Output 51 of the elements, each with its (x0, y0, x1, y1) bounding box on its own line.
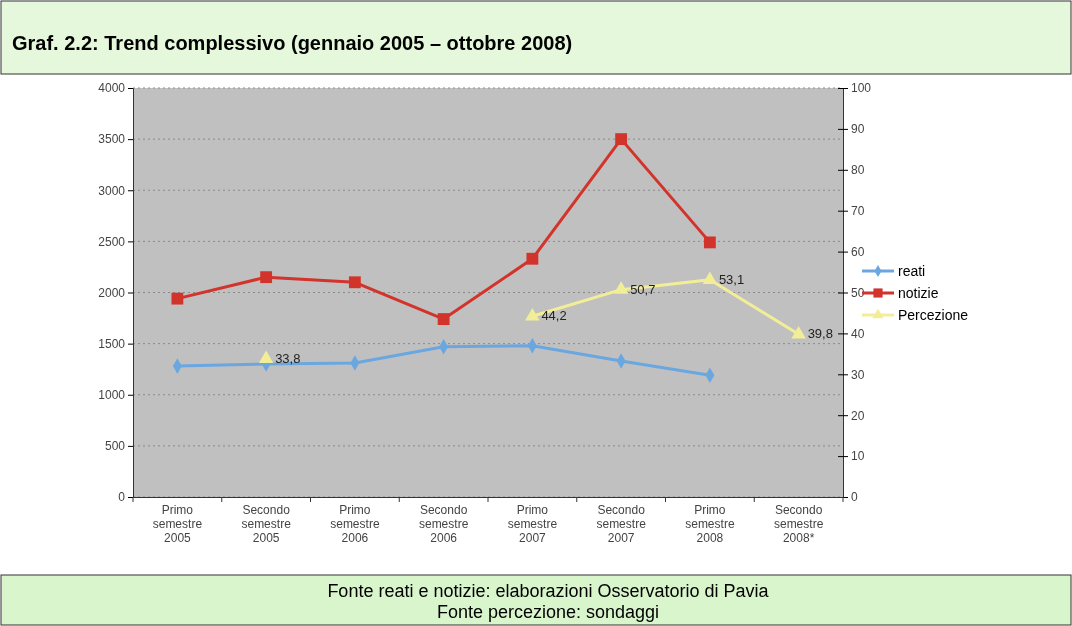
legend-label: reati (898, 263, 926, 279)
point (615, 133, 628, 146)
y2-tick-label: 70 (851, 204, 865, 219)
y2-tick-label: 100 (851, 81, 872, 96)
point (702, 271, 718, 284)
x-tick-label: Primo semestre 2007 (507, 503, 558, 545)
x-tick-label: Secondo semestre 2005 (241, 503, 292, 545)
y-tick-label: 2000 (98, 285, 126, 300)
x-tick-label: Primo semestre 2005 (152, 503, 203, 545)
point (791, 325, 806, 339)
point (525, 307, 540, 321)
legend-label: Percezione (898, 307, 969, 323)
point (526, 252, 539, 265)
y-tick-label: 1000 (98, 388, 126, 403)
y2-tick-label: 50 (851, 285, 865, 300)
point (703, 236, 716, 249)
chart-title: Graf. 2.2: Trend complessivo (gennaio 2005 – ottobre 2008) (12, 32, 573, 54)
y2-tick-label: 0 (851, 490, 858, 505)
data-label: 50,7 (630, 281, 656, 297)
y-tick-label: 1500 (98, 336, 126, 351)
y2-tick-label: 60 (851, 244, 865, 259)
y2-tick-label: 40 (851, 326, 865, 341)
point (171, 292, 184, 305)
x-tick-label: Primo semestre 2006 (330, 503, 380, 545)
x-tick-label: Primo semestre 2008 (685, 503, 735, 545)
data-label: 53,1 (718, 271, 745, 287)
data-label: 39,8 (807, 326, 833, 342)
legend-label: notizie (898, 285, 939, 301)
x-tick-label: Secondo semestre 2006 (418, 503, 469, 545)
data-label: 44,2 (541, 308, 567, 324)
point (437, 313, 450, 325)
y2-tick-label: 10 (851, 449, 865, 464)
source-note: Fonte reati e notizie: elaborazioni Osservatorio di Pavia (327, 581, 770, 601)
x-tick-label: Secondo semestre 2008* (773, 503, 824, 545)
x-tick-label: Secondo semestre 2007 (596, 503, 647, 545)
point (258, 350, 274, 363)
source-note: Fonte percezione: sondaggi (436, 602, 660, 622)
y2-tick-label: 90 (851, 122, 865, 137)
y2-tick-label: 30 (851, 367, 865, 382)
y-tick-label: 0 (118, 490, 126, 505)
y-tick-label: 2500 (98, 234, 126, 249)
y2-tick-label: 80 (851, 163, 865, 178)
point (613, 281, 629, 294)
y2-tick-label: 20 (851, 408, 865, 423)
point (348, 276, 361, 289)
y-tick-label: 4000 (98, 81, 126, 96)
point (260, 271, 273, 284)
y-tick-label: 3000 (98, 183, 126, 198)
y-tick-label: 500 (104, 439, 126, 454)
data-label: 33,8 (275, 350, 301, 366)
y-tick-label: 3500 (98, 132, 126, 147)
